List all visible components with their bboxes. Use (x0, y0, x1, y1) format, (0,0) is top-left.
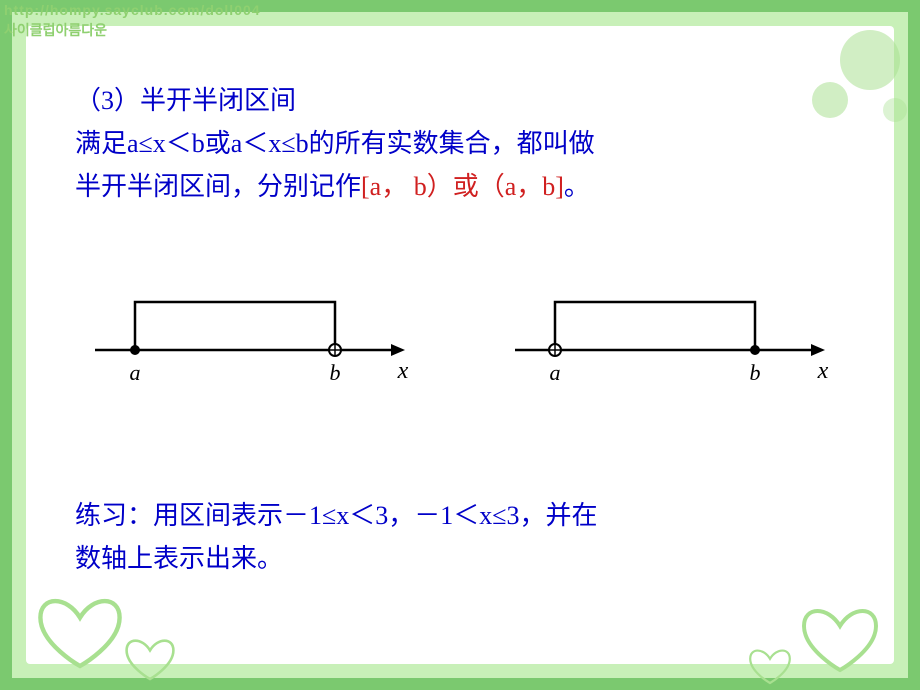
definition-part2: 半开半闭区间，分别记作 (75, 172, 361, 201)
definition-part1: 满足a≤x＜b或a＜x≤b的所有实数集合，都叫做 (75, 129, 595, 158)
diagram-open-closed: abx (515, 302, 829, 385)
svg-text:b: b (750, 360, 761, 385)
svg-text:x: x (397, 358, 409, 384)
section-heading: （3）半开半闭区间 (75, 80, 865, 123)
svg-text:a: a (550, 360, 561, 385)
definition-text: 满足a≤x＜b或a＜x≤b的所有实数集合，都叫做 半开半闭区间，分别记作[a， … (75, 123, 865, 209)
svg-text:b: b (330, 360, 341, 385)
exercise-line1: 练习：用区间表示－1≤x＜3，－1＜x≤3，并在 (75, 501, 598, 530)
watermark-korean: 사이클럽아름다운 (4, 20, 107, 40)
svg-text:a: a (130, 360, 141, 385)
exercise-line2: 数轴上表示出来。 (75, 544, 283, 573)
watermark-url: http://hompy.sayclub.com/doll004 (4, 2, 261, 18)
interval-notation: [a， b）或（a，b] (361, 172, 564, 201)
exercise-text: 练习：用区间表示－1≤x＜3，－1＜x≤3，并在 数轴上表示出来。 (75, 495, 865, 581)
diagram-closed-open: abx (95, 302, 409, 385)
interval-diagrams: abx abx (95, 290, 865, 470)
main-text-block: （3）半开半闭区间 满足a≤x＜b或a＜x≤b的所有实数集合，都叫做 半开半闭区… (75, 80, 865, 209)
definition-suffix: 。 (564, 172, 590, 201)
svg-text:x: x (817, 358, 829, 384)
